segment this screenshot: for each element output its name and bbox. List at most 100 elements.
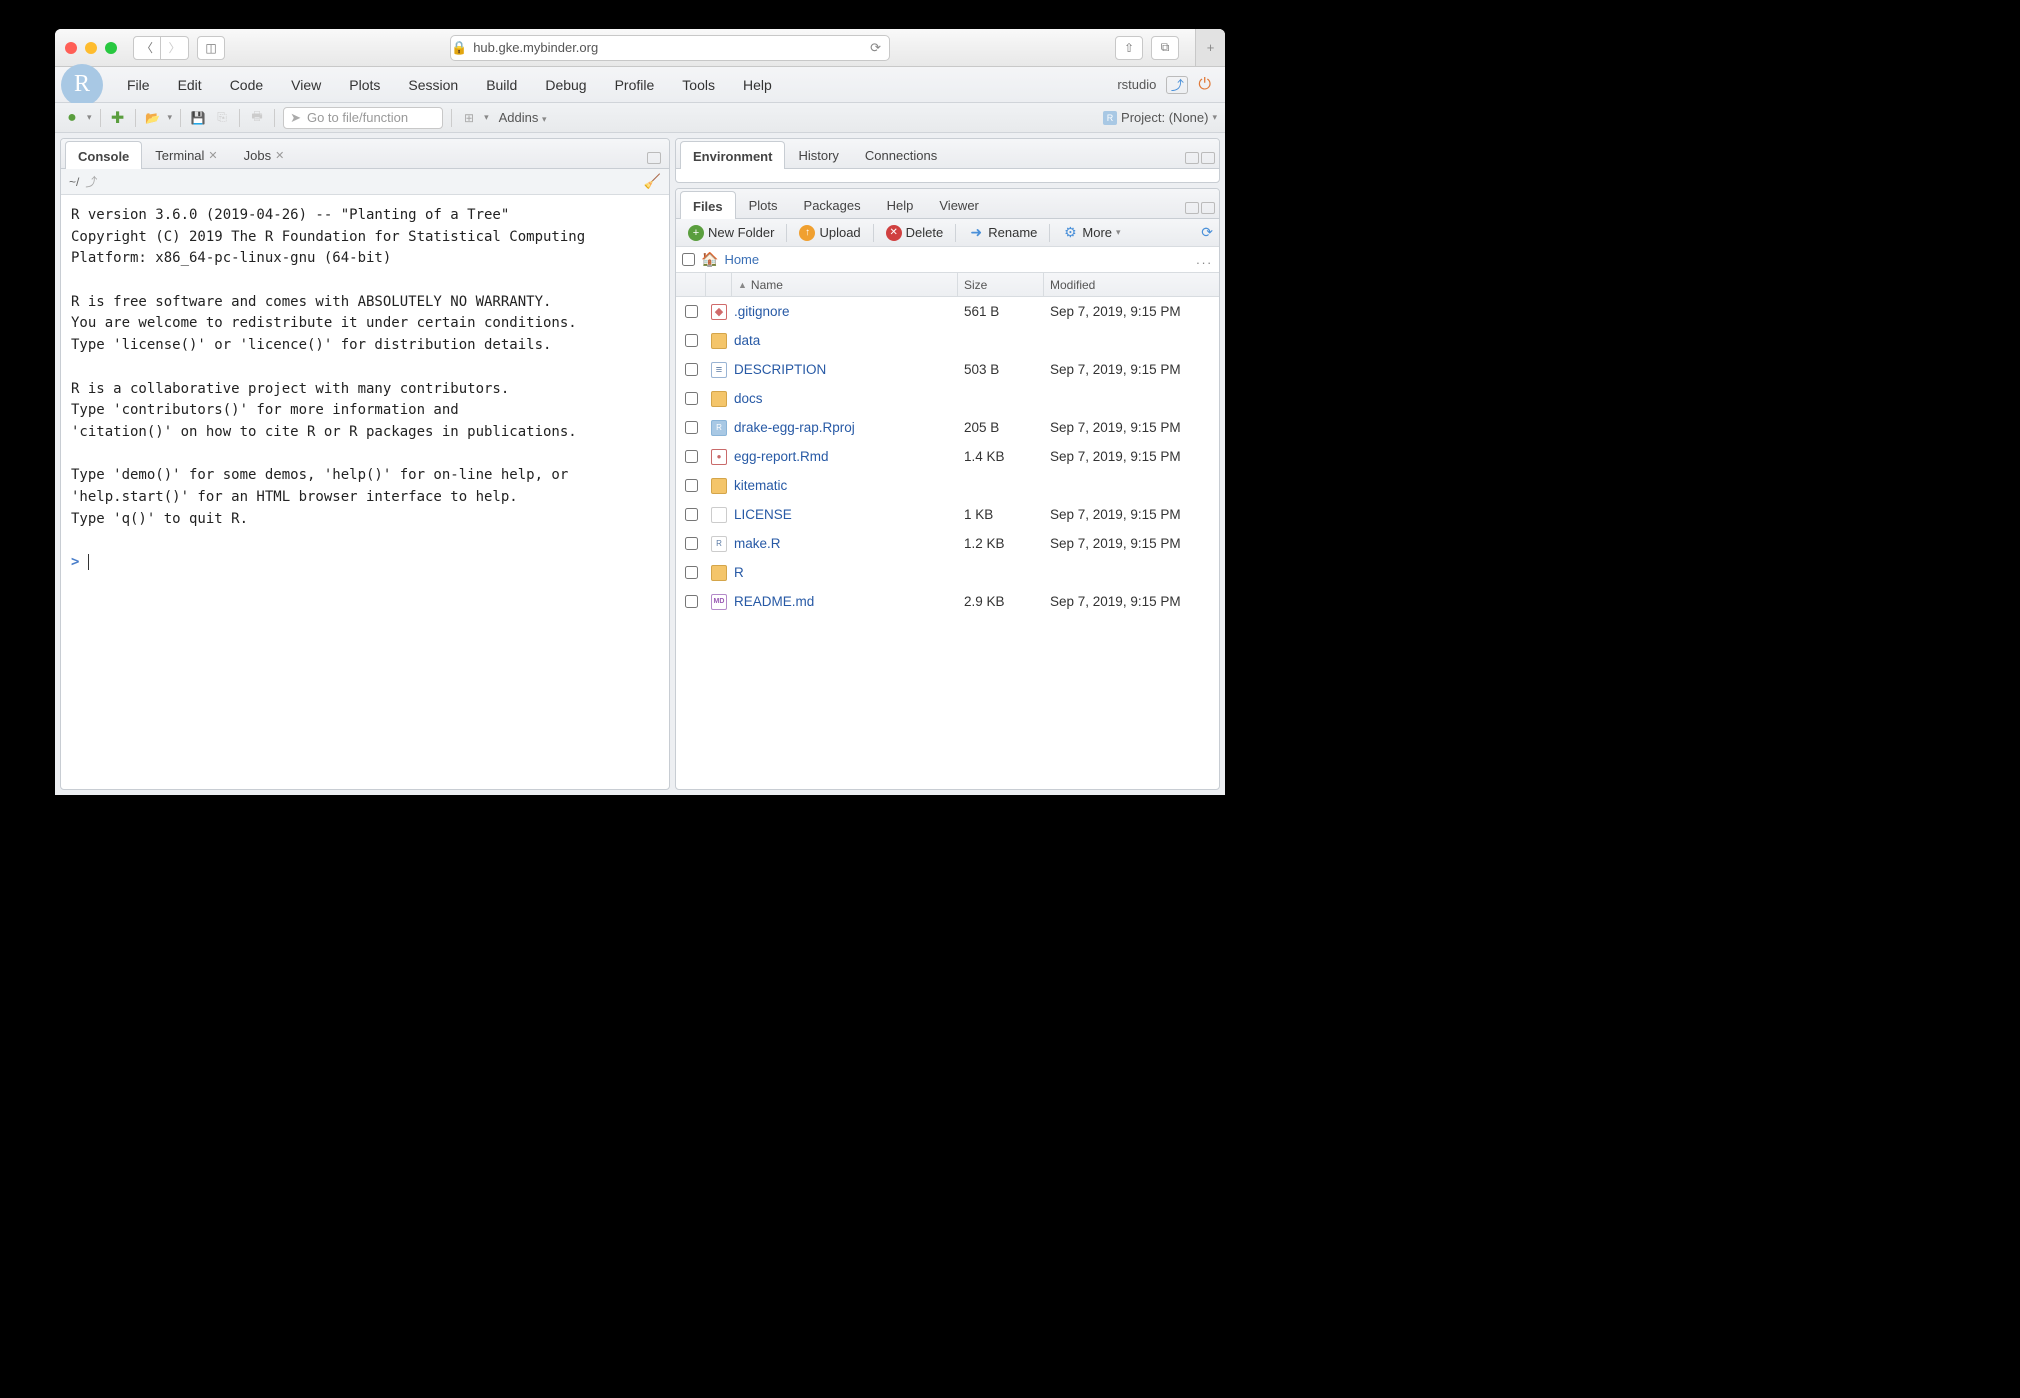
file-checkbox[interactable] [685, 363, 698, 376]
file-name[interactable]: README.md [732, 594, 958, 609]
tab-connections[interactable]: Connections [852, 141, 950, 168]
url-bar[interactable]: 🔒 hub.gke.mybinder.org ⟳ [450, 35, 890, 61]
menu-profile[interactable]: Profile [601, 77, 669, 93]
menu-file[interactable]: File [113, 77, 164, 93]
file-name[interactable]: data [732, 333, 958, 348]
file-checkbox[interactable] [685, 537, 698, 550]
file-checkbox[interactable] [685, 392, 698, 405]
tab-jobs[interactable]: Jobs✕ [231, 141, 298, 168]
r-icon: R [711, 536, 727, 552]
goto-file-input[interactable]: ➤ Go to file/function [283, 107, 443, 129]
tab-history[interactable]: History [785, 141, 851, 168]
quit-button[interactable]: ⏻ [1198, 76, 1211, 94]
file-checkbox[interactable] [685, 508, 698, 521]
share-button[interactable]: ⇧ [1115, 36, 1143, 60]
popout-icon[interactable]: ⤴ [85, 173, 97, 190]
more-button[interactable]: ⚙More ▾ [1056, 223, 1126, 243]
zoom-window[interactable] [105, 42, 117, 54]
tab-packages[interactable]: Packages [791, 191, 874, 218]
back-button[interactable]: 〈 [133, 36, 161, 60]
menu-session[interactable]: Session [394, 77, 472, 93]
close-icon[interactable]: ✕ [275, 149, 284, 162]
menu-view[interactable]: View [277, 77, 335, 93]
delete-button[interactable]: ✕Delete [880, 223, 950, 243]
file-row[interactable]: docs [676, 384, 1219, 413]
upload-button[interactable]: ↑Upload [793, 223, 866, 243]
clear-console-icon[interactable]: 🧹 [644, 173, 661, 190]
tab-terminal[interactable]: Terminal✕ [142, 141, 230, 168]
file-row[interactable]: ≡DESCRIPTION503 BSep 7, 2019, 9:15 PM [676, 355, 1219, 384]
file-name[interactable]: egg-report.Rmd [732, 449, 958, 464]
menu-tools[interactable]: Tools [668, 77, 729, 93]
breadcrumb-home[interactable]: Home [724, 252, 759, 267]
file-row[interactable]: data [676, 326, 1219, 355]
file-checkbox[interactable] [685, 479, 698, 492]
file-row[interactable]: ◆.gitignore561 BSep 7, 2019, 9:15 PM [676, 297, 1219, 326]
file-checkbox[interactable] [685, 566, 698, 579]
env-pane-controls[interactable] [1185, 152, 1215, 168]
menu-debug[interactable]: Debug [531, 77, 600, 93]
file-name[interactable]: R [732, 565, 958, 580]
file-name[interactable]: drake-egg-rap.Rproj [732, 420, 958, 435]
menu-help[interactable]: Help [729, 77, 786, 93]
files-pane-controls[interactable] [1185, 202, 1215, 218]
refresh-icon[interactable]: ⟳ [1201, 224, 1213, 241]
file-checkbox[interactable] [685, 334, 698, 347]
file-name[interactable]: .gitignore [732, 304, 958, 319]
menu-build[interactable]: Build [472, 77, 531, 93]
file-checkbox[interactable] [685, 421, 698, 434]
new-project-icon[interactable]: ✚ [109, 109, 127, 127]
select-all-checkbox[interactable] [682, 253, 695, 266]
file-row[interactable]: R [676, 558, 1219, 587]
new-folder-button[interactable]: +New Folder [682, 223, 780, 243]
col-modified-header[interactable]: Modified [1044, 273, 1219, 296]
menu-plots[interactable]: Plots [335, 77, 394, 93]
print-icon[interactable]: 🖶 [248, 109, 266, 127]
tab-plots[interactable]: Plots [736, 191, 791, 218]
file-checkbox[interactable] [685, 595, 698, 608]
tab-help[interactable]: Help [874, 191, 927, 218]
menu-code[interactable]: Code [216, 77, 277, 93]
col-size-header[interactable]: Size [958, 273, 1044, 296]
tab-viewer[interactable]: Viewer [926, 191, 992, 218]
file-name[interactable]: LICENSE [732, 507, 958, 522]
home-icon[interactable]: 🏠 [701, 251, 718, 268]
grid-icon[interactable]: ⊞ [460, 109, 478, 127]
reload-icon[interactable]: ⟳ [870, 40, 881, 56]
addins-menu[interactable]: Addins ▾ [499, 110, 547, 125]
file-checkbox[interactable] [685, 450, 698, 463]
tab-console[interactable]: Console [65, 141, 142, 169]
file-row[interactable]: LICENSE1 KBSep 7, 2019, 9:15 PM [676, 500, 1219, 529]
console-output[interactable]: R version 3.6.0 (2019-04-26) -- "Plantin… [61, 195, 669, 789]
project-menu[interactable]: R Project: (None) ▾ [1103, 110, 1217, 125]
col-name-header[interactable]: ▲Name [732, 273, 958, 296]
file-row[interactable]: ●egg-report.Rmd1.4 KBSep 7, 2019, 9:15 P… [676, 442, 1219, 471]
signout-button[interactable]: ⤴ [1166, 76, 1188, 94]
file-name[interactable]: make.R [732, 536, 958, 551]
breadcrumb-more[interactable]: ... [1196, 252, 1213, 267]
file-name[interactable]: docs [732, 391, 958, 406]
close-window[interactable] [65, 42, 77, 54]
pane-window-controls[interactable] [643, 152, 665, 168]
close-icon[interactable]: ✕ [208, 149, 217, 162]
rename-button[interactable]: ➜Rename [962, 223, 1043, 243]
file-name[interactable]: kitematic [732, 478, 958, 493]
forward-button[interactable]: 〉 [161, 36, 189, 60]
minimize-window[interactable] [85, 42, 97, 54]
tab-files[interactable]: Files [680, 191, 736, 219]
file-row[interactable]: Rdrake-egg-rap.Rproj205 BSep 7, 2019, 9:… [676, 413, 1219, 442]
file-checkbox[interactable] [685, 305, 698, 318]
file-row[interactable]: Rmake.R1.2 KBSep 7, 2019, 9:15 PM [676, 529, 1219, 558]
file-row[interactable]: kitematic [676, 471, 1219, 500]
open-file-icon[interactable]: 📂 [144, 109, 162, 127]
sidebar-button[interactable]: ◫ [197, 36, 225, 60]
new-file-icon[interactable]: ● [63, 109, 81, 127]
file-row[interactable]: MDREADME.md2.9 KBSep 7, 2019, 9:15 PM [676, 587, 1219, 616]
file-name[interactable]: DESCRIPTION [732, 362, 958, 377]
menu-edit[interactable]: Edit [164, 77, 216, 93]
new-tab-button[interactable]: + [1195, 29, 1225, 66]
save-all-icon[interactable]: ⎘ [213, 109, 231, 127]
tabs-button[interactable]: ⧉ [1151, 36, 1179, 60]
tab-environment[interactable]: Environment [680, 141, 785, 169]
save-icon[interactable]: 💾 [189, 109, 207, 127]
